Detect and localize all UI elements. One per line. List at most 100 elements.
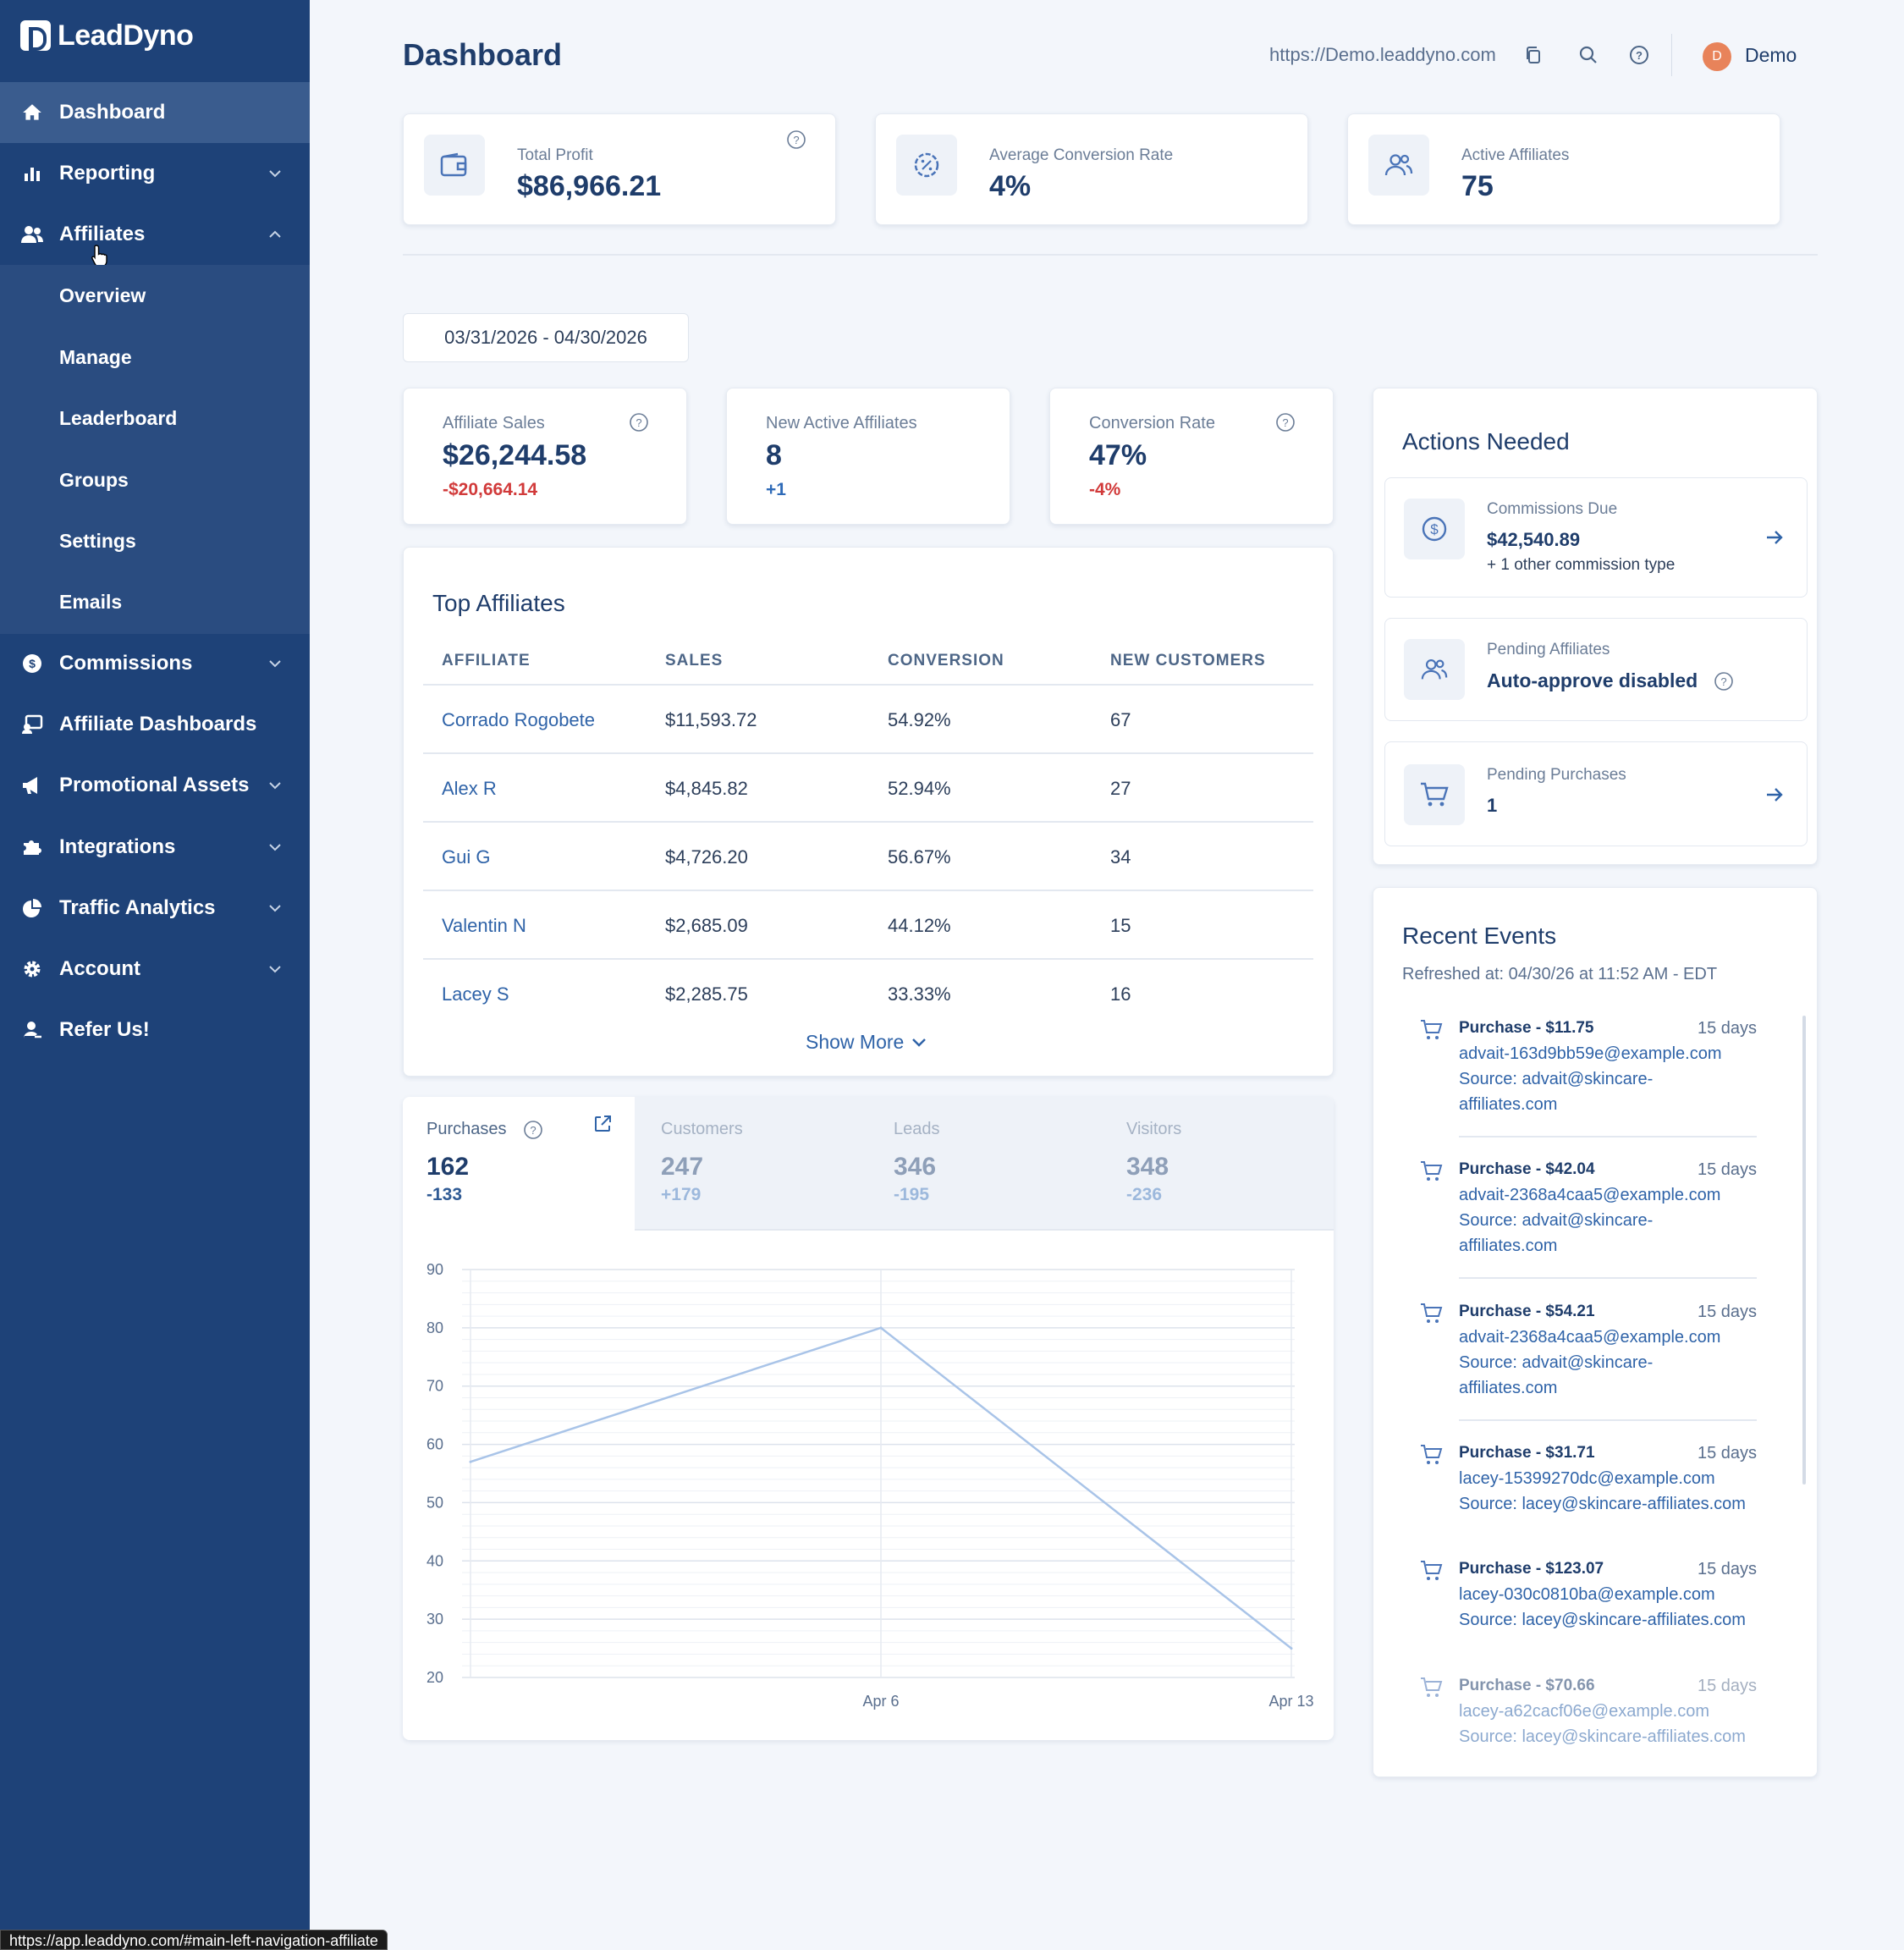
sidebar-item-account[interactable]: Account <box>0 939 310 1000</box>
sidebar-item-label: Integrations <box>59 835 176 858</box>
y-tick-label: 20 <box>426 1669 443 1686</box>
users-icon <box>1404 639 1465 700</box>
action-label: Pending Purchases <box>1487 766 1626 784</box>
dollar-circle-icon: $ <box>1404 499 1465 559</box>
user-name[interactable]: Demo <box>1745 44 1797 66</box>
sidebar-subitem-emails[interactable]: Emails <box>59 591 123 613</box>
conversion-cell: 54.92% <box>888 709 951 730</box>
event-title: Purchase - $123.07 <box>1459 1560 1604 1578</box>
sidebar-item-refer-us[interactable]: Refer Us! <box>0 1000 310 1060</box>
sidebar-item-label: Account <box>59 957 140 980</box>
sidebar-item-affiliate-dashboards[interactable]: Affiliate Dashboards <box>0 694 310 755</box>
pie-chart-icon <box>20 896 44 920</box>
data-point <box>469 1460 472 1463</box>
sidebar-item-traffic-analytics[interactable]: Traffic Analytics <box>0 878 310 939</box>
event-email[interactable]: advait-2368a4caa5@example.com <box>1459 1328 1721 1347</box>
sidebar-item-affiliates[interactable]: Affiliates <box>0 204 310 265</box>
event-source: Source: lacey@skincare-affiliates.com <box>1459 1611 1746 1629</box>
sales-cell: $4,845.82 <box>665 778 748 799</box>
cart-icon <box>1421 1020 1443 1039</box>
sales-cell: $2,685.09 <box>665 915 748 936</box>
event-title: Purchase - $42.04 <box>1459 1160 1595 1178</box>
help-icon[interactable]: ? <box>629 412 649 432</box>
event-source-cont: affiliates.com <box>1459 1379 1558 1397</box>
logo[interactable]: LeadDyno <box>20 15 194 56</box>
sidebar-subitem-leaderboard[interactable]: Leaderboard <box>59 407 178 429</box>
action-label: Commissions Due <box>1487 500 1618 518</box>
refreshed-timestamp: Refreshed at: 04/30/26 at 11:52 AM - EDT <box>1402 965 1718 983</box>
conversion-cell: 52.94% <box>888 778 951 799</box>
sidebar-subitem-overview[interactable]: Overview <box>59 284 146 306</box>
logo-mark-icon <box>20 20 51 51</box>
actions-needed-title: Actions Needed <box>1402 428 1570 454</box>
purchases-line-chart: 90 80 70 60 50 40 30 20 Apr 6 Apr 13 <box>426 1261 1314 1710</box>
action-value: $42,540.89 <box>1487 529 1581 550</box>
sidebar-item-dashboard[interactable]: Dashboard <box>0 82 310 143</box>
chevron-down-icon <box>269 905 281 912</box>
affiliate-name-link[interactable]: Valentin N <box>442 915 526 936</box>
date-range-picker[interactable]: 03/31/2026 - 04/30/2026 <box>403 313 689 362</box>
commissions-due-item[interactable]: $ Commissions Due $42,540.89 + 1 other c… <box>1384 477 1808 598</box>
conversion-cell: 33.33% <box>888 983 951 1005</box>
kpi-label: Average Conversion Rate <box>989 146 1174 164</box>
sidebar-subitem-groups[interactable]: Groups <box>59 469 129 491</box>
copy-icon[interactable] <box>1523 45 1544 65</box>
kpi-card-avg-conversion: Average Conversion Rate 4% <box>875 113 1308 225</box>
row-divider <box>423 821 1313 823</box>
sidebar-item-label: Affiliates <box>59 223 146 245</box>
tab-delta: +179 <box>661 1185 702 1204</box>
event-email[interactable]: advait-2368a4caa5@example.com <box>1459 1186 1721 1204</box>
event-email[interactable]: lacey-15399270dc@example.com <box>1459 1469 1715 1488</box>
help-icon[interactable]: ? <box>786 129 806 150</box>
pending-purchases-item[interactable]: Pending Purchases 1 <box>1384 741 1808 846</box>
help-icon[interactable]: ? <box>523 1120 543 1140</box>
new-customers-cell: 27 <box>1110 778 1131 799</box>
page-title: Dashboard <box>403 37 563 72</box>
event-email[interactable]: advait-163d9bb59e@example.com <box>1459 1044 1722 1063</box>
affiliate-name-link[interactable]: Alex R <box>442 778 497 799</box>
search-icon[interactable] <box>1578 45 1599 65</box>
affiliate-name-link[interactable]: Corrado Rogobete <box>442 709 596 730</box>
sidebar-item-label: Reporting <box>59 162 156 185</box>
megaphone-icon <box>20 774 44 797</box>
help-icon[interactable]: ? <box>1629 45 1649 65</box>
affiliate-name-link[interactable]: Gui G <box>442 846 491 868</box>
show-more-button[interactable]: Show More <box>806 1031 927 1054</box>
external-link-icon[interactable] <box>592 1114 613 1134</box>
sidebar-item-reporting[interactable]: Reporting <box>0 143 310 204</box>
help-icon[interactable]: ? <box>1275 412 1296 432</box>
sidebar-item-promotional-assets[interactable]: Promotional Assets <box>0 755 310 816</box>
sidebar-item-commissions[interactable]: $ Commissions <box>0 633 310 694</box>
events-scrollbar[interactable] <box>1802 1016 1806 1485</box>
help-icon[interactable]: ? <box>1714 671 1734 691</box>
stat-label: Affiliate Sales <box>443 414 545 432</box>
dashboard-icon <box>20 713 44 736</box>
recent-events-card <box>1373 887 1818 1777</box>
pending-affiliates-item[interactable]: Pending Affiliates Auto-approve disabled… <box>1384 618 1808 721</box>
tab-value: 247 <box>661 1153 704 1181</box>
avatar[interactable]: D <box>1703 42 1731 71</box>
event-email[interactable]: lacey-a62cacf06e@example.com <box>1459 1702 1710 1721</box>
action-value: 1 <box>1487 795 1498 816</box>
affiliate-name-link[interactable]: Lacey S <box>442 983 509 1005</box>
sidebar-subitem-settings[interactable]: Settings <box>59 530 136 552</box>
tab-value: 348 <box>1126 1153 1169 1181</box>
chevron-down-icon <box>269 844 281 851</box>
stat-card-new-active-affiliates: New Active Affiliates 8 +1 <box>726 388 1010 525</box>
sidebar-subitem-manage[interactable]: Manage <box>59 346 132 368</box>
event-email[interactable]: lacey-030c0810ba@example.com <box>1459 1585 1715 1604</box>
chevron-down-icon <box>269 782 281 790</box>
sidebar-item-integrations[interactable]: Integrations <box>0 817 310 878</box>
chevron-down-icon <box>269 966 281 973</box>
event-age: 15 days <box>1698 1160 1758 1179</box>
tab-label: Customers <box>661 1120 743 1138</box>
logo-text: LeadDyno <box>58 19 194 52</box>
stat-value: 8 <box>766 439 782 471</box>
new-customers-cell: 16 <box>1110 983 1131 1005</box>
sidebar-item-label: Promotional Assets <box>59 774 250 796</box>
event-age: 15 days <box>1698 1677 1758 1695</box>
row-divider <box>423 890 1313 891</box>
event-source: Source: lacey@skincare-affiliates.com <box>1459 1727 1746 1746</box>
stat-label: New Active Affiliates <box>766 414 917 432</box>
arrow-right-icon <box>1767 788 1783 801</box>
